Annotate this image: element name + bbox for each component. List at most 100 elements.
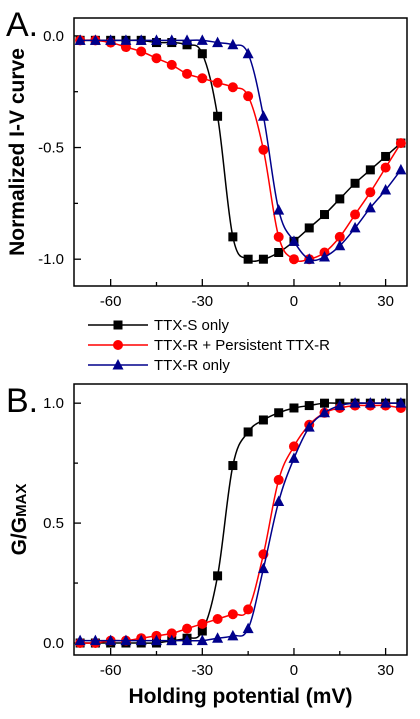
- panel-b-data-point: [166, 628, 177, 639]
- panel-a: A. Normalized I-V curve -60 -30 0 30 0.0 -0.5…: [6, 6, 408, 310]
- panel-a-data-point: [89, 34, 101, 45]
- panel-a-data-point: [182, 68, 193, 79]
- panel-b-plot-frame: [73, 383, 408, 656]
- panel-a-data-point: [242, 47, 254, 59]
- panel-b-y-axis-label: G/GMAX: [8, 484, 31, 556]
- panel-b-data-point: [274, 408, 284, 418]
- panel-b-data-point: [273, 495, 285, 507]
- panel-a-y-tick-label: 0.0: [43, 28, 64, 45]
- panel-b-data-point: [334, 399, 346, 411]
- panel-b-data-point: [288, 452, 300, 463]
- panel-b: B. G/GMAX Holding potential (mV) -60 -30 0…: [6, 382, 408, 708]
- panel-b-data-point: [135, 634, 147, 646]
- panel-a-y-tick-label: -1.0: [38, 251, 64, 268]
- panel-a-data-point: [304, 223, 314, 233]
- panel-a-data-point: [349, 221, 361, 233]
- panel-b-label: B.: [6, 382, 38, 420]
- panel-a-x-tick-label: -30: [191, 293, 213, 310]
- panel-a-data-point: [135, 34, 147, 45]
- panel-a-data-point: [273, 204, 285, 215]
- panel-a-data-point: [288, 254, 299, 265]
- panel-a-data-point: [212, 77, 223, 88]
- panel-a-plot-area: -60 -30 0 30 0.0 -0.5 -1.0: [38, 17, 408, 310]
- panel-a-data-point: [335, 194, 345, 204]
- panel-b-data-point: [89, 634, 101, 646]
- panel-b-data-point: [197, 618, 208, 629]
- panel-b-y-tick-label: 0.0: [43, 635, 64, 652]
- legend-marker: [112, 359, 124, 370]
- panel-a-series-line-3: [80, 39, 402, 262]
- panel-b-data-point: [304, 401, 314, 411]
- panel-a-data-point: [181, 34, 193, 45]
- panel-a-data-point: [166, 59, 177, 70]
- panel-a-data-point: [319, 250, 331, 262]
- panel-b-data-point: [212, 632, 224, 643]
- panel-a-data-point: [395, 138, 406, 149]
- panel-b-data-point: [243, 604, 254, 615]
- panel-a-data-point: [320, 210, 330, 220]
- panel-b-data-point: [228, 461, 238, 471]
- panel-b-data-point: [182, 623, 193, 634]
- panel-b-x-tick-label: -30: [191, 662, 213, 679]
- legend-marker: [113, 340, 123, 350]
- panel-b-y-tick-label: 1.0: [43, 395, 64, 412]
- panel-b-data-point: [196, 634, 208, 646]
- panel-b-data-point: [74, 634, 86, 646]
- panel-a-data-point: [257, 110, 269, 121]
- panel-b-x-tick-label: -60: [100, 662, 122, 679]
- panel-a-data-point: [151, 53, 162, 64]
- panel-b-data-point: [213, 571, 223, 581]
- panel-a-data-point: [303, 253, 315, 264]
- panel-a-series-line-2: [80, 39, 402, 263]
- panel-a-data-point: [227, 82, 238, 93]
- panel-b-data-point: [212, 614, 223, 625]
- panel-a-data-point: [120, 34, 132, 45]
- panel-b-plot-area: -60 -30 0 30 0.0 0.5 1.0: [43, 383, 408, 679]
- panel-a-x-tick-label: -60: [100, 293, 122, 310]
- legend-label: TTX-R only: [154, 357, 230, 374]
- panel-a-data-point: [105, 34, 117, 45]
- panel-a-data-point: [273, 231, 284, 242]
- panel-b-data-point: [303, 421, 315, 432]
- panel-b-data-point: [257, 562, 269, 574]
- panel-b-series-line-1: [80, 402, 401, 644]
- panel-b-x-axis-label: Holding potential (mV): [129, 685, 353, 708]
- legend-marker: [113, 320, 123, 330]
- legend-item: TTX-S only: [88, 317, 230, 334]
- panel-a-data-point: [288, 235, 300, 246]
- panel-a-data-point: [380, 162, 391, 173]
- panel-a-data-point: [74, 34, 86, 45]
- panel-a-data-point: [227, 38, 239, 50]
- panel-b-data-point: [319, 406, 331, 418]
- panel-a-data-point: [258, 144, 269, 155]
- panel-b-data-point: [227, 609, 238, 620]
- panel-b-data-point: [364, 397, 376, 408]
- panel-b-data-point: [288, 441, 299, 452]
- panel-b-data-point: [150, 634, 162, 646]
- legend-item: TTX-R only: [88, 357, 230, 374]
- panel-b-data-point: [380, 397, 392, 408]
- panel-b-data-point: [349, 397, 361, 408]
- panel-a-data-point: [350, 209, 361, 220]
- panel-a-data-point: [395, 163, 407, 175]
- panel-b-data-point: [243, 427, 253, 437]
- panel-a-data-point: [334, 239, 346, 251]
- panel-a-data-point: [334, 231, 345, 242]
- panel-a-plot-frame: [73, 17, 408, 287]
- panel-b-data-point: [197, 626, 207, 636]
- panel-b-x-tick-label: 0: [290, 662, 298, 679]
- panel-a-data-point: [228, 232, 238, 242]
- panel-b-data-point: [395, 397, 407, 408]
- panel-b-data-point: [105, 634, 117, 646]
- panel-a-y-axis-label: Normalized I-V curve: [6, 48, 29, 256]
- panel-b-y-tick-label: 0.5: [43, 515, 64, 532]
- panel-b-data-point: [242, 622, 254, 634]
- panel-a-data-point: [197, 73, 208, 84]
- panel-a-data-point: [197, 49, 207, 59]
- panel-a-x-tick-label: 0: [290, 293, 298, 310]
- panel-b-data-point: [258, 415, 268, 425]
- panel-a-data-point: [258, 254, 268, 264]
- panel-a-data-point: [213, 111, 223, 121]
- panel-a-data-point: [166, 34, 178, 45]
